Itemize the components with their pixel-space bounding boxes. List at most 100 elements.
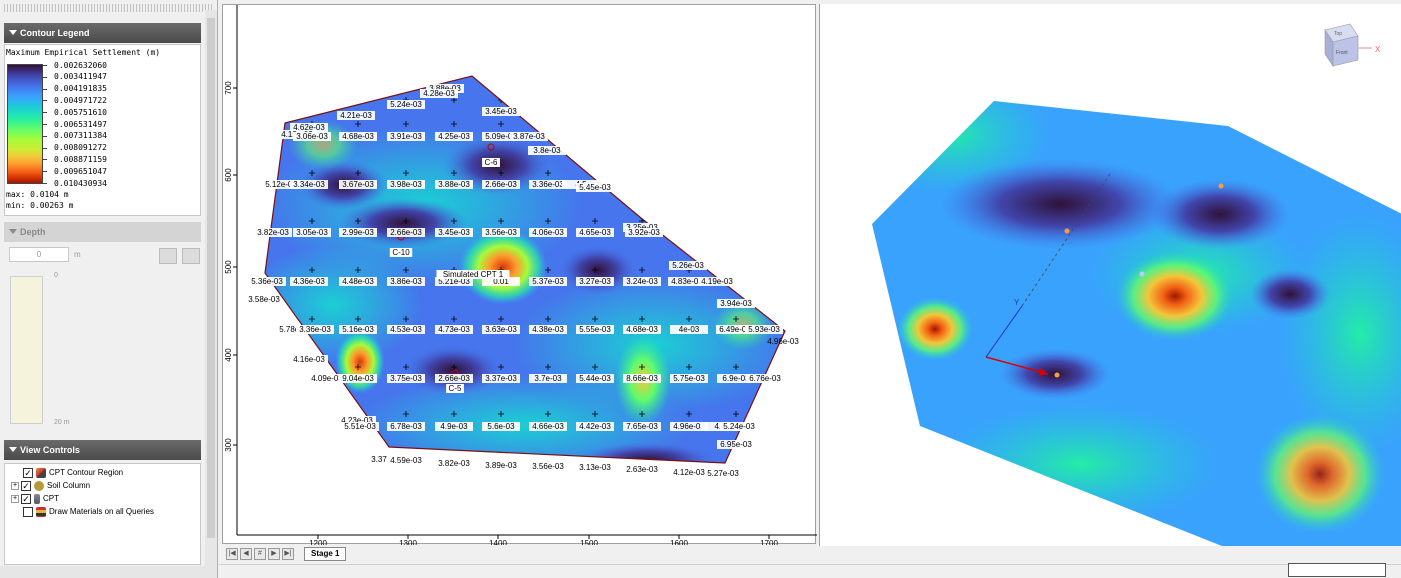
contour-value-label: 4.96e-03 [673,422,705,431]
legend-value: 0.007311384 [54,131,107,141]
checkbox[interactable]: ✓ [23,467,33,478]
x-axis-tick-label: 1400 [489,539,507,545]
contour-value-label: 3.37e-03 [485,374,517,383]
contour-value-label: 5.26e-03 [672,261,704,270]
plan-view[interactable]: 1200 1300 1400 1500 1600 1700 700 600 500 400 300 [222,4,817,545]
contour-legend-header-label: Contour Legend [20,28,90,38]
contour-value-label: 9.04e-03 [342,374,374,383]
contour-value-label: 4.42e-03 [579,422,611,431]
tree-item-cpt[interactable]: + ✓ CPT [11,493,59,504]
legend-tick [43,135,47,137]
grid-point-marker [498,316,504,322]
x-axis-tick-label: 1700 [760,539,778,545]
depth-header[interactable]: Depth [4,222,201,242]
grid-point-marker [592,97,598,103]
depth-tool-button[interactable] [159,248,177,264]
grid-point-marker [355,267,361,273]
grid-point-marker [403,218,409,224]
depth-slider[interactable] [10,276,43,424]
cpt-label[interactable]: C-10 [392,248,410,257]
status-input[interactable] [1288,563,1386,577]
cpt-3d-marker[interactable] [1064,228,1070,234]
contour-value-label: 4.62e-03 [293,123,325,132]
depth-input[interactable]: 0 [9,247,69,262]
contour-value-label: 5.44e-03 [579,374,611,383]
x-axis-tick-label: 1600 [670,539,688,545]
grid-point-marker [403,170,409,176]
contour-value-label: 4e-03 [679,325,700,334]
three-d-view[interactable]: Y X Top Front [819,4,1401,546]
view-cube[interactable]: X Top Front [1324,23,1381,67]
grid-point-marker [686,364,692,370]
expand-icon[interactable]: + [11,481,19,490]
collapse-icon [9,229,17,234]
prev-stage-button[interactable]: ◀ [240,548,252,560]
grid-point-marker [733,97,739,103]
cpt-label[interactable]: C-5 [449,384,462,393]
cpt-marker-c6[interactable] [487,143,495,151]
grid-point-marker [309,364,315,370]
last-stage-button[interactable]: ▶| [282,548,294,560]
left-panel-hscrollbar[interactable] [0,566,217,578]
tab-stage-1[interactable]: Stage 1 [304,547,347,561]
checkbox[interactable]: ✓ [21,493,31,504]
grid-point-marker [451,218,457,224]
contour-value-label: 4.06e-03 [532,228,564,237]
grid-point-marker [403,364,409,370]
contour-value-label: 4.25e-03 [438,132,470,141]
first-stage-button[interactable]: |◀ [226,548,238,560]
contour-legend-header[interactable]: Contour Legend [4,23,201,43]
depth-top-label: 0 [54,272,58,279]
contour-value-label: 5.16e-03 [342,325,374,334]
cube-front-label: Front [1336,50,1348,56]
grid-point-marker [592,411,598,417]
contour-value-label: 4.12e-03 [673,468,705,477]
checkbox[interactable] [23,506,33,517]
left-panel-scrollbar[interactable] [205,10,217,568]
tree-item-cpt-contour-region[interactable]: ✓ CPT Contour Region [23,467,124,478]
contour-legend: Maximum Empirical Settlement (m) 0.00263… [4,44,201,216]
scroll-thumb[interactable] [207,18,215,538]
grid-point-marker [639,316,645,322]
collapse-icon [9,447,17,452]
contour-value-label: 5.21e-03 [438,277,470,286]
contour-value-label: 4.19e-03 [701,277,733,286]
grid-point-marker [733,121,739,127]
grid-point-marker [686,316,692,322]
tree-item-soil-column[interactable]: + ✓ Soil Column [11,480,91,491]
cpt-label[interactable]: Simulated CPT 1 [443,270,504,279]
contour-value-label: 4.68e-03 [342,132,374,141]
cpt-3d-marker[interactable] [1139,271,1145,277]
tree-item-draw-materials[interactable]: Draw Materials on all Queries [23,505,154,518]
panel-grip[interactable] [4,4,214,12]
three-d-canvas[interactable]: Y X Top Front [820,4,1401,546]
contour-value-label: 3.87e-03 [513,132,545,141]
depth-header-label: Depth [20,227,46,237]
cpt-3d-marker[interactable] [1218,183,1224,189]
cpt-3d-marker[interactable] [1054,372,1060,378]
status-bar [219,564,1401,578]
plan-view-canvas[interactable]: 1200 1300 1400 1500 1600 1700 700 600 500 400 300 [223,5,817,545]
stage-number-button[interactable]: # [254,548,266,560]
legend-value: 0.006531497 [54,119,107,129]
next-stage-button[interactable]: ▶ [268,548,280,560]
contour-value-label: 4.36e-03 [293,277,325,286]
lock-button[interactable] [182,248,200,264]
contour-value-label: 3.63e-03 [485,325,517,334]
y-axis-tick-label: 600 [224,168,233,182]
grid-point-marker [545,218,551,224]
view-controls-header[interactable]: View Controls [4,440,201,460]
grid-point-marker [545,267,551,273]
stage-tabs-bar: |◀ ◀ # ▶ ▶| Stage 1 [222,546,816,562]
contour-value-label: 3.92e-03 [628,228,660,237]
expand-icon[interactable]: + [11,494,19,503]
grid-point-marker [592,121,598,127]
grid-point-marker [545,170,551,176]
contour-value-label: 4.38e-03 [532,325,564,334]
cpt-label[interactable]: C-6 [485,158,498,167]
contour-value-label: 8.66e-03 [626,374,658,383]
legend-value: 0.005751610 [54,107,107,117]
legend-tick [43,124,47,125]
checkbox[interactable]: ✓ [21,480,31,491]
contour-value-label: 3.82e-03 [257,228,289,237]
